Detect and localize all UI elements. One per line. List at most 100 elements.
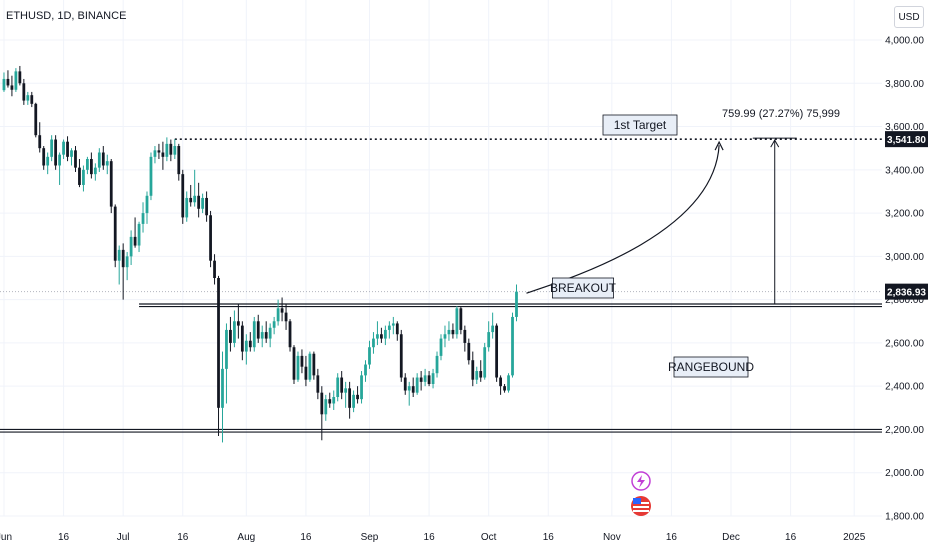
candle-body <box>352 394 355 408</box>
candle-body <box>435 355 439 374</box>
candle-body <box>320 392 324 415</box>
candle-body <box>483 347 487 378</box>
candle-body <box>121 249 125 268</box>
candle-body <box>217 278 220 408</box>
candle-body <box>383 329 387 339</box>
candle-body <box>193 195 197 203</box>
candle-body <box>66 141 69 157</box>
candle-body <box>499 377 502 387</box>
candle-body <box>395 323 399 335</box>
candle-body <box>22 83 26 101</box>
price-tick-label: 2,200.00 <box>885 425 924 436</box>
level-lines <box>0 138 882 433</box>
candle-body <box>451 329 455 335</box>
price-tick-label: 2,400.00 <box>885 382 924 393</box>
target-projection <box>526 137 797 304</box>
candle-body <box>316 375 320 393</box>
candle-body <box>256 321 260 339</box>
candle-body <box>181 174 185 218</box>
candle-body <box>360 375 363 400</box>
time-axis[interactable]: Jun 16 Jul 16 Aug 16 Sep 16 Oct 16 Nov 16 Dec 16 2025 <box>0 532 866 543</box>
time-tick-label: Oct <box>481 532 497 543</box>
candle-body <box>264 332 268 339</box>
price-tick-label: 2,600.00 <box>885 338 924 349</box>
candle-body <box>233 321 236 343</box>
candle-body <box>10 85 14 90</box>
candle-body <box>336 377 340 397</box>
candle-body <box>86 159 89 170</box>
projection-arrowhead <box>714 140 724 151</box>
target-label-text: 1st Target <box>614 118 667 132</box>
candle-body <box>173 146 177 155</box>
candle-body <box>292 347 296 380</box>
price-tick-label: 1,800.00 <box>885 512 924 523</box>
price-tick-label: 3,200.00 <box>885 209 924 220</box>
currency-button[interactable]: USD <box>894 6 924 28</box>
candles <box>2 65 518 443</box>
target-label-box <box>602 114 678 136</box>
candle-body <box>244 340 248 352</box>
candle-body <box>403 377 407 391</box>
candle-body <box>268 327 272 339</box>
rangebound-label-text: RANGEBOUND <box>668 360 754 374</box>
price-tick-label: 3,000.00 <box>885 252 924 263</box>
projection-curve <box>526 145 720 294</box>
candle-body <box>149 156 153 196</box>
price-axis[interactable]: 1,800.00 2,000.00 2,200.00 2,400.00 2,600.00… <box>885 36 928 523</box>
event-icons[interactable] <box>631 471 651 516</box>
last-price-tag-text: 2,836.93 <box>887 288 926 299</box>
candle-body <box>495 325 499 378</box>
price-tick-label: 3,400.00 <box>885 165 924 176</box>
candle-body <box>46 156 50 166</box>
candle-body <box>344 388 348 393</box>
candle-body <box>197 195 201 209</box>
candle-body <box>141 213 145 224</box>
candle-body <box>161 152 165 157</box>
candle-body <box>26 95 30 101</box>
time-tick-label: 16 <box>543 532 555 543</box>
candle-body <box>209 215 212 261</box>
grid-lines <box>0 0 882 517</box>
rangebound-label: RANGEBOUND <box>668 356 754 378</box>
candle-body <box>372 338 375 348</box>
time-tick-label: Dec <box>722 532 740 543</box>
target-label: 1st Target <box>602 114 678 136</box>
candle-body <box>515 291 518 317</box>
candle-body <box>165 143 169 157</box>
candle-body <box>105 161 109 166</box>
symbol-title[interactable]: ETHUSD, 1D, BINANCE <box>6 10 127 22</box>
candle-body <box>38 135 42 149</box>
candle-body <box>280 308 284 313</box>
candle-body <box>205 197 208 216</box>
candle-body <box>443 334 447 339</box>
candle-body <box>189 197 193 203</box>
candle-body <box>125 256 129 268</box>
candle-body <box>296 355 300 380</box>
time-tick-label: 2025 <box>843 532 866 543</box>
candle-body <box>284 312 288 322</box>
time-tick-label: 16 <box>785 532 797 543</box>
candle-body <box>288 321 292 348</box>
price-tick-label: 3,600.00 <box>885 122 924 133</box>
candle-body <box>97 152 101 168</box>
candle-body <box>439 338 443 356</box>
candle-body <box>201 197 205 209</box>
candle-body <box>415 377 419 393</box>
candle-body <box>240 325 244 352</box>
candle-body <box>368 347 371 365</box>
time-tick-label: 16 <box>424 532 436 543</box>
lightning-event-icon[interactable] <box>631 471 651 491</box>
candle-body <box>431 373 435 385</box>
candle-body <box>109 161 113 207</box>
us-flag-event-icon[interactable] <box>631 496 651 516</box>
breakout-label-box <box>552 277 615 299</box>
target-price-tag-bg <box>885 131 928 148</box>
candle-body <box>300 355 304 367</box>
candle-body <box>248 340 252 348</box>
measure-arrowhead <box>770 139 780 148</box>
time-tick-label: 16 <box>58 532 70 543</box>
candle-body <box>62 141 65 155</box>
candle-body <box>380 334 383 339</box>
candle-body <box>6 78 10 86</box>
